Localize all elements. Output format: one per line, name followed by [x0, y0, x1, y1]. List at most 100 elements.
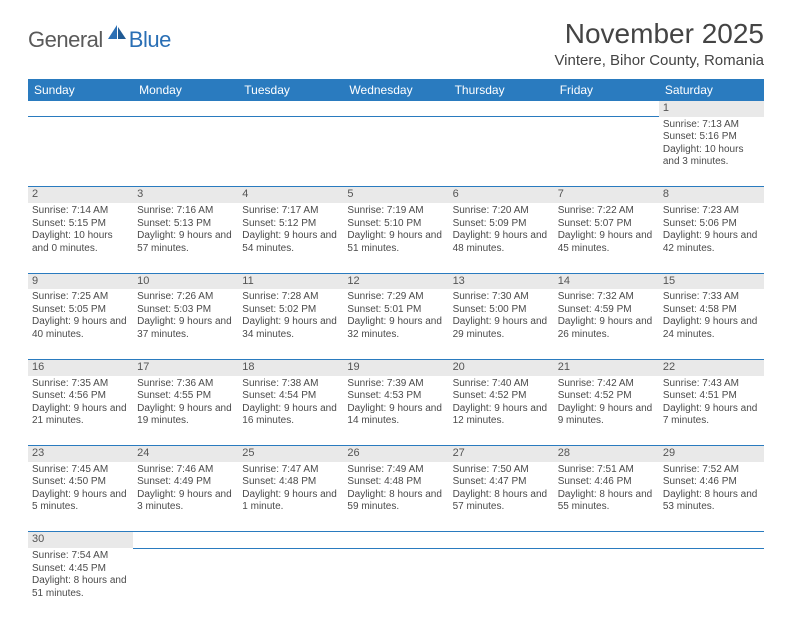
day-cell: Sunrise: 7:39 AMSunset: 4:53 PMDaylight:… — [343, 376, 448, 446]
sunrise-line: Sunrise: 7:46 AM — [137, 464, 234, 477]
day-cell: Sunrise: 7:36 AMSunset: 4:55 PMDaylight:… — [133, 376, 238, 446]
sunset-line: Sunset: 4:47 PM — [453, 476, 550, 489]
day-number: 15 — [659, 273, 764, 289]
sunset-line: Sunset: 4:59 PM — [558, 304, 655, 317]
daylight-line: Daylight: 9 hours and 45 minutes. — [558, 230, 655, 255]
daylight-line: Daylight: 9 hours and 42 minutes. — [663, 230, 760, 255]
daylight-line: Daylight: 9 hours and 9 minutes. — [558, 403, 655, 428]
day-cell: Sunrise: 7:19 AMSunset: 5:10 PMDaylight:… — [343, 203, 448, 273]
month-title: November 2025 — [554, 18, 764, 50]
day-number: 30 — [28, 532, 133, 548]
daylight-line: Daylight: 9 hours and 51 minutes. — [347, 230, 444, 255]
weekday-header: Sunday — [28, 79, 133, 101]
logo-text-general: General — [28, 27, 103, 53]
day-cell — [554, 548, 659, 618]
day-number-row: 30 — [28, 532, 764, 548]
daylight-line: Daylight: 9 hours and 3 minutes. — [137, 489, 234, 514]
daylight-line: Daylight: 9 hours and 16 minutes. — [242, 403, 339, 428]
day-number: 28 — [554, 446, 659, 462]
sunrise-line: Sunrise: 7:35 AM — [32, 378, 129, 391]
day-cell: Sunrise: 7:35 AMSunset: 4:56 PMDaylight:… — [28, 376, 133, 446]
day-cell: Sunrise: 7:16 AMSunset: 5:13 PMDaylight:… — [133, 203, 238, 273]
day-number: 22 — [659, 359, 764, 375]
day-cell: Sunrise: 7:50 AMSunset: 4:47 PMDaylight:… — [449, 462, 554, 532]
weekday-header-row: Sunday Monday Tuesday Wednesday Thursday… — [28, 79, 764, 101]
logo: General Blue — [28, 18, 171, 55]
sunrise-line: Sunrise: 7:40 AM — [453, 378, 550, 391]
daylight-line: Daylight: 9 hours and 24 minutes. — [663, 316, 760, 341]
day-number: 5 — [343, 187, 448, 203]
day-cell — [238, 117, 343, 187]
day-number — [238, 532, 343, 548]
sunrise-line: Sunrise: 7:16 AM — [137, 205, 234, 218]
day-number: 27 — [449, 446, 554, 462]
day-cell — [449, 117, 554, 187]
day-number — [449, 532, 554, 548]
day-number — [133, 532, 238, 548]
day-cell: Sunrise: 7:23 AMSunset: 5:06 PMDaylight:… — [659, 203, 764, 273]
sunset-line: Sunset: 4:48 PM — [242, 476, 339, 489]
sunset-line: Sunset: 5:00 PM — [453, 304, 550, 317]
daylight-line: Daylight: 9 hours and 40 minutes. — [32, 316, 129, 341]
daylight-line: Daylight: 9 hours and 21 minutes. — [32, 403, 129, 428]
day-number-row: 23242526272829 — [28, 446, 764, 462]
day-number: 12 — [343, 273, 448, 289]
sunrise-line: Sunrise: 7:17 AM — [242, 205, 339, 218]
sunset-line: Sunset: 4:49 PM — [137, 476, 234, 489]
day-number: 17 — [133, 359, 238, 375]
sunrise-line: Sunrise: 7:52 AM — [663, 464, 760, 477]
day-number: 7 — [554, 187, 659, 203]
day-cell: Sunrise: 7:49 AMSunset: 4:48 PMDaylight:… — [343, 462, 448, 532]
sunset-line: Sunset: 5:09 PM — [453, 218, 550, 231]
day-content-row: Sunrise: 7:35 AMSunset: 4:56 PMDaylight:… — [28, 376, 764, 446]
daylight-line: Daylight: 9 hours and 57 minutes. — [137, 230, 234, 255]
sunset-line: Sunset: 5:10 PM — [347, 218, 444, 231]
day-number: 23 — [28, 446, 133, 462]
day-cell: Sunrise: 7:25 AMSunset: 5:05 PMDaylight:… — [28, 289, 133, 359]
day-number: 14 — [554, 273, 659, 289]
daylight-line: Daylight: 9 hours and 5 minutes. — [32, 489, 129, 514]
day-cell: Sunrise: 7:42 AMSunset: 4:52 PMDaylight:… — [554, 376, 659, 446]
day-number-row: 16171819202122 — [28, 359, 764, 375]
sunset-line: Sunset: 4:46 PM — [663, 476, 760, 489]
day-number-row: 2345678 — [28, 187, 764, 203]
day-number: 19 — [343, 359, 448, 375]
sunset-line: Sunset: 5:12 PM — [242, 218, 339, 231]
day-number: 21 — [554, 359, 659, 375]
sunrise-line: Sunrise: 7:20 AM — [453, 205, 550, 218]
sunset-line: Sunset: 5:01 PM — [347, 304, 444, 317]
sunset-line: Sunset: 4:50 PM — [32, 476, 129, 489]
day-cell: Sunrise: 7:38 AMSunset: 4:54 PMDaylight:… — [238, 376, 343, 446]
location: Vintere, Bihor County, Romania — [554, 52, 764, 69]
day-cell: Sunrise: 7:26 AMSunset: 5:03 PMDaylight:… — [133, 289, 238, 359]
sunrise-line: Sunrise: 7:32 AM — [558, 291, 655, 304]
daylight-line: Daylight: 9 hours and 32 minutes. — [347, 316, 444, 341]
daylight-line: Daylight: 9 hours and 1 minute. — [242, 489, 339, 514]
sunrise-line: Sunrise: 7:54 AM — [32, 550, 129, 563]
day-number — [659, 532, 764, 548]
sunrise-line: Sunrise: 7:30 AM — [453, 291, 550, 304]
sunset-line: Sunset: 4:58 PM — [663, 304, 760, 317]
day-cell: Sunrise: 7:47 AMSunset: 4:48 PMDaylight:… — [238, 462, 343, 532]
sunset-line: Sunset: 5:15 PM — [32, 218, 129, 231]
day-cell: Sunrise: 7:46 AMSunset: 4:49 PMDaylight:… — [133, 462, 238, 532]
daylight-line: Daylight: 8 hours and 59 minutes. — [347, 489, 444, 514]
day-number: 4 — [238, 187, 343, 203]
sunrise-line: Sunrise: 7:29 AM — [347, 291, 444, 304]
day-cell — [28, 117, 133, 187]
day-number — [449, 101, 554, 117]
day-number: 29 — [659, 446, 764, 462]
sunrise-line: Sunrise: 7:43 AM — [663, 378, 760, 391]
sunrise-line: Sunrise: 7:23 AM — [663, 205, 760, 218]
day-cell — [343, 117, 448, 187]
day-number: 8 — [659, 187, 764, 203]
day-number: 16 — [28, 359, 133, 375]
sunrise-line: Sunrise: 7:49 AM — [347, 464, 444, 477]
daylight-line: Daylight: 9 hours and 29 minutes. — [453, 316, 550, 341]
weekday-header: Tuesday — [238, 79, 343, 101]
day-number: 10 — [133, 273, 238, 289]
sunset-line: Sunset: 4:56 PM — [32, 390, 129, 403]
day-cell: Sunrise: 7:17 AMSunset: 5:12 PMDaylight:… — [238, 203, 343, 273]
day-content-row: Sunrise: 7:25 AMSunset: 5:05 PMDaylight:… — [28, 289, 764, 359]
sunrise-line: Sunrise: 7:51 AM — [558, 464, 655, 477]
